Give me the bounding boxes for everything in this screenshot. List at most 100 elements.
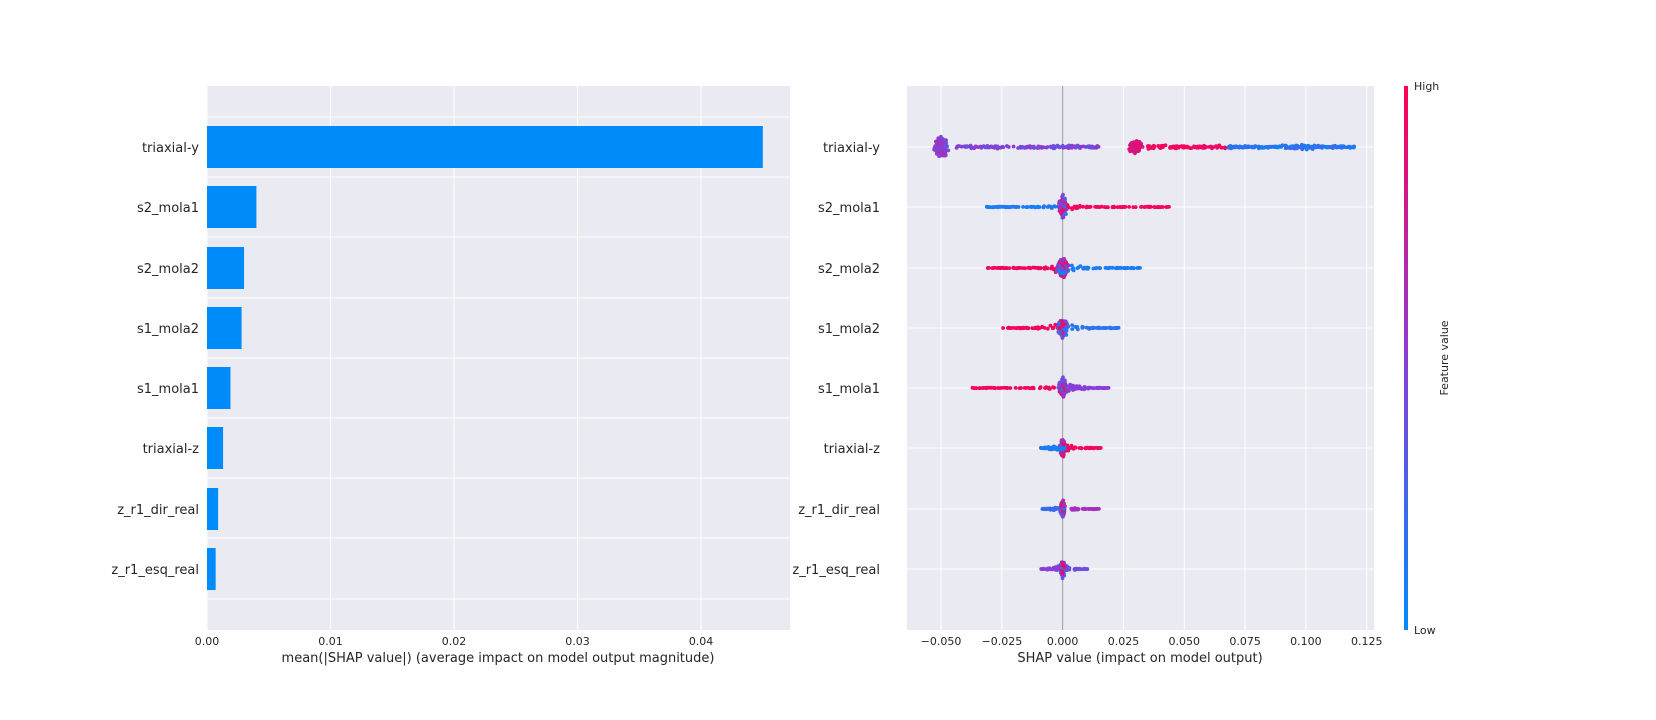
- beeswarm-point: [1087, 507, 1091, 511]
- beeswarm-point: [1074, 206, 1078, 210]
- beeswarm-point: [1215, 146, 1219, 150]
- beeswarm-point: [939, 150, 943, 154]
- beeswarm-point: [1036, 266, 1040, 270]
- beeswarm-point: [1165, 205, 1169, 209]
- beeswarm-point: [1300, 143, 1304, 147]
- beeswarm-point: [1006, 386, 1010, 390]
- beeswarm-point: [1046, 205, 1050, 209]
- beeswarm-point: [1083, 507, 1087, 511]
- beeswarm-point: [1059, 210, 1063, 214]
- bar-s2-mola1: [207, 186, 256, 228]
- beeswarm-point: [1061, 320, 1065, 324]
- beeswarm-point: [991, 386, 995, 390]
- beeswarm-point: [1331, 145, 1335, 149]
- beeswarm-point: [1175, 145, 1179, 149]
- bar-x-tick-label: 0.01: [318, 635, 343, 648]
- beeswarm-point: [1001, 145, 1005, 149]
- beeswarm-point: [1254, 145, 1258, 149]
- beeswarm-point: [1017, 326, 1021, 330]
- beeswarm-point: [1014, 386, 1018, 390]
- beeswarm-point: [1036, 145, 1040, 149]
- beeswarm-point: [1081, 205, 1085, 209]
- beeswarm-point: [1202, 144, 1206, 148]
- beeswarm-point: [1096, 507, 1100, 511]
- bar-triaxial-z: [207, 427, 223, 469]
- beeswarm-point: [1051, 507, 1055, 511]
- beeswarm-point: [933, 146, 937, 150]
- bar-x-tick-label: 0.02: [442, 635, 467, 648]
- beeswarm-point: [1040, 567, 1044, 571]
- beeswarm-point: [1152, 146, 1156, 150]
- beeswarm-point: [1112, 326, 1116, 330]
- beeswarm-point: [1087, 145, 1091, 149]
- beeswarm-point: [1081, 325, 1085, 329]
- bee-x-tick-label: 0.075: [1229, 635, 1261, 648]
- beeswarm-point: [1148, 205, 1152, 209]
- beeswarm-point: [1083, 266, 1087, 270]
- beeswarm-point: [1104, 205, 1108, 209]
- beeswarm-point: [1047, 387, 1051, 391]
- bee-category-label-s2-mola2: s2_mola2: [818, 262, 880, 277]
- beeswarm-point: [1085, 206, 1089, 210]
- beeswarm-point: [1127, 205, 1131, 209]
- beeswarm-point: [1140, 205, 1144, 209]
- beeswarm-point: [1070, 145, 1074, 149]
- beeswarm-point: [1112, 205, 1116, 209]
- beeswarm-point: [1289, 145, 1293, 149]
- beeswarm-point: [1080, 145, 1084, 149]
- beeswarm-point: [1059, 201, 1063, 205]
- bee-x-tick-label: 0.025: [1108, 635, 1140, 648]
- beeswarm-point: [1094, 266, 1098, 270]
- beeswarm-point: [1092, 326, 1096, 330]
- beeswarm-point: [974, 386, 978, 390]
- beeswarm-point: [1229, 146, 1233, 150]
- beeswarm-point: [1348, 146, 1352, 150]
- beeswarm-point: [938, 139, 942, 143]
- beeswarm-point: [1067, 568, 1071, 572]
- bar-chart-x-axis-label: mean(|SHAP value|) (average impact on mo…: [282, 651, 715, 666]
- beeswarm-point: [1087, 386, 1091, 390]
- beeswarm-point: [1223, 146, 1227, 150]
- beeswarm-point: [1076, 144, 1080, 148]
- beeswarm-x-tick-labels: −0.050 −0.025 0.000 0.025 0.050 0.075 0.100 0.1…: [921, 635, 1383, 648]
- beeswarm-point: [944, 141, 948, 145]
- beeswarm-category-labels: triaxial-y s2_mola1 s2_mola2 s1_mola2 s1_mol…: [792, 141, 880, 578]
- beeswarm-point: [1079, 446, 1083, 450]
- beeswarm-point: [955, 146, 959, 150]
- beeswarm-point: [1025, 326, 1029, 330]
- beeswarm-point: [1002, 205, 1006, 209]
- beeswarm-point: [1012, 266, 1016, 270]
- bee-category-label-s1-mola2: s1_mola2: [818, 322, 880, 337]
- beeswarm-point: [1052, 267, 1056, 271]
- bar-triaxial-y: [207, 126, 763, 168]
- beeswarm-point: [1063, 204, 1067, 208]
- beeswarm-point: [1044, 265, 1048, 269]
- beeswarm-point: [1028, 266, 1032, 270]
- beeswarm-point: [1062, 443, 1066, 447]
- bar-chart-category-labels: triaxial-ys2_mola1s2_mola2s1_mola2s1_mol…: [111, 141, 199, 578]
- bar-category-label-triaxial-z: triaxial-z: [143, 442, 200, 457]
- beeswarm-point: [1148, 146, 1152, 150]
- beeswarm-point: [1156, 144, 1160, 148]
- bee-category-label-triaxial-z: triaxial-z: [824, 442, 881, 457]
- beeswarm-point: [1134, 205, 1138, 209]
- beeswarm-point: [1139, 142, 1143, 146]
- beeswarm-point: [1029, 205, 1033, 209]
- beeswarm-point: [1074, 387, 1078, 391]
- beeswarm-point: [1075, 567, 1079, 571]
- beeswarm-point: [1161, 205, 1165, 209]
- beeswarm-point: [1261, 146, 1265, 150]
- beeswarm-point: [1189, 146, 1193, 150]
- bee-x-tick-label: 0.000: [1047, 635, 1079, 648]
- colorbar-gradient: [1404, 86, 1408, 630]
- beeswarm-point: [1045, 146, 1049, 150]
- beeswarm-point: [1057, 330, 1061, 334]
- bar-s1-mola1: [207, 367, 230, 409]
- beeswarm-point: [1198, 145, 1202, 149]
- beeswarm-point: [1122, 205, 1126, 209]
- beeswarm-point: [1110, 266, 1114, 270]
- beeswarm-point: [1085, 567, 1089, 571]
- beeswarm-point: [1108, 326, 1112, 330]
- beeswarm-point: [1129, 266, 1133, 270]
